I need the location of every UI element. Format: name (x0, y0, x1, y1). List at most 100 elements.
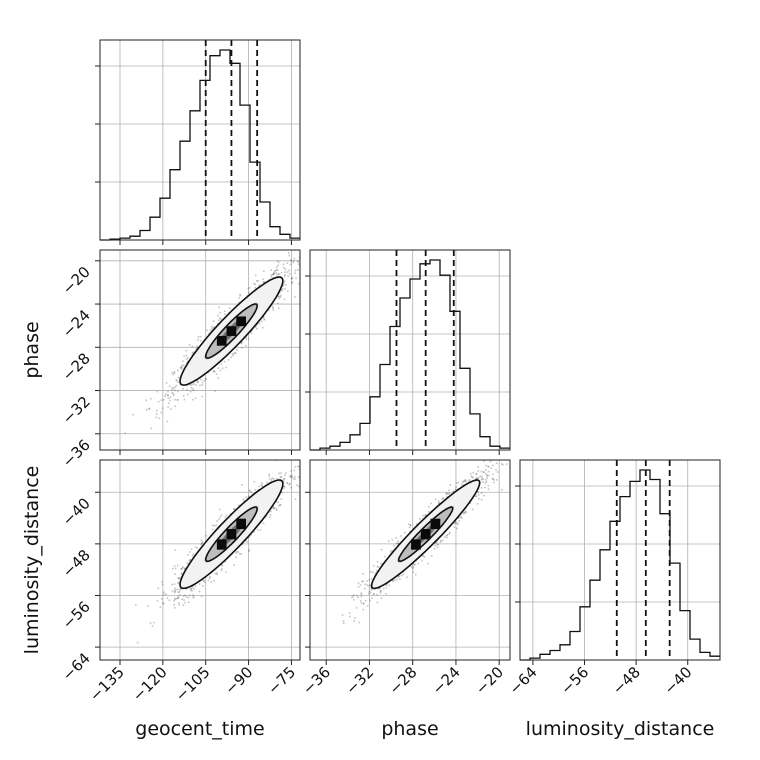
sample-point (455, 482, 458, 484)
sample-point (182, 395, 185, 397)
sample-point (360, 592, 363, 594)
sample-point (175, 597, 178, 600)
sample-point (178, 577, 181, 579)
sample-point (485, 464, 487, 467)
sample-point (132, 413, 134, 416)
sample-point (201, 541, 204, 543)
sample-point (283, 487, 285, 489)
sample-point (301, 465, 303, 467)
sample-point (275, 460, 278, 462)
sample-point (181, 598, 184, 600)
sample-point (212, 320, 215, 322)
sample-point (481, 475, 483, 478)
sample-point (359, 584, 362, 586)
sample-point (437, 543, 440, 546)
sample-point (456, 523, 459, 525)
sample-point (478, 497, 480, 500)
sample-point (408, 523, 410, 525)
sample-point (223, 360, 226, 363)
sample-point (189, 588, 192, 590)
sample-point (370, 588, 373, 591)
sample-point (305, 245, 307, 247)
sample-point (445, 492, 448, 495)
x-tick-label: −28 (385, 663, 420, 698)
sample-point (353, 599, 355, 601)
sample-point (362, 573, 364, 575)
sample-point (163, 399, 165, 401)
sample-point (219, 311, 221, 314)
sample-point (501, 489, 503, 491)
sample-point (284, 273, 286, 276)
sample-point (264, 516, 267, 519)
sample-point (197, 336, 200, 338)
sample-point (147, 605, 149, 607)
sample-point (477, 466, 479, 468)
sample-point (218, 518, 220, 521)
sample-point (250, 330, 253, 332)
sample-point (174, 549, 177, 551)
sample-point (217, 377, 220, 379)
sample-point (186, 362, 188, 364)
sample-point (240, 553, 243, 555)
sample-point (189, 594, 191, 596)
sample-point (482, 460, 485, 462)
sample-point (464, 510, 467, 513)
sample-point (352, 595, 354, 598)
sample-point (270, 480, 273, 483)
sample-point (200, 378, 202, 381)
sample-point (452, 490, 455, 493)
sample-point (463, 511, 465, 514)
sample-point (253, 481, 256, 483)
sample-point (189, 558, 191, 561)
sample-point (213, 580, 215, 582)
sample-point (201, 542, 203, 544)
sample-point (174, 398, 176, 401)
sample-point (495, 447, 497, 449)
sample-point (262, 281, 265, 283)
sample-point (156, 390, 159, 393)
sample-point (164, 395, 166, 397)
sample-point (277, 501, 279, 504)
sample-point (174, 590, 176, 593)
sample-point (291, 278, 293, 280)
sample-point (485, 469, 487, 471)
sample-point (291, 475, 293, 477)
sample-point (376, 570, 378, 572)
sample-point (191, 388, 194, 390)
panel-frame (99, 249, 301, 451)
sample-point (295, 277, 297, 280)
sample-point (167, 394, 169, 396)
sample-point (421, 559, 423, 562)
sample-point (294, 498, 297, 501)
sample-point (187, 554, 189, 556)
sample-point (250, 332, 253, 335)
sample-point (480, 487, 483, 489)
x-tick-label: −56 (557, 663, 592, 698)
sample-point (284, 271, 286, 273)
sample-point (224, 310, 226, 313)
sample-point (178, 589, 181, 591)
sample-point (487, 488, 490, 490)
sample-point (385, 584, 387, 586)
sample-point (476, 478, 479, 480)
sample-point (279, 504, 282, 506)
sample-point (303, 469, 305, 471)
sample-point (362, 580, 364, 583)
y-tick-label: −32 (59, 393, 94, 428)
sample-point (184, 567, 186, 570)
sample-point (205, 534, 207, 537)
sample-point (460, 516, 462, 518)
sample-point (297, 260, 299, 263)
sample-point (172, 567, 174, 570)
sample-point (298, 256, 300, 258)
sample-point (218, 306, 220, 309)
sample-point (416, 523, 418, 525)
sample-point (277, 295, 280, 298)
sample-point (167, 402, 170, 404)
sample-point (225, 571, 227, 574)
sample-point (434, 544, 437, 547)
sample-point (212, 327, 214, 329)
sample-point (176, 399, 179, 401)
sample-point (409, 530, 411, 533)
sample-point (179, 367, 182, 369)
